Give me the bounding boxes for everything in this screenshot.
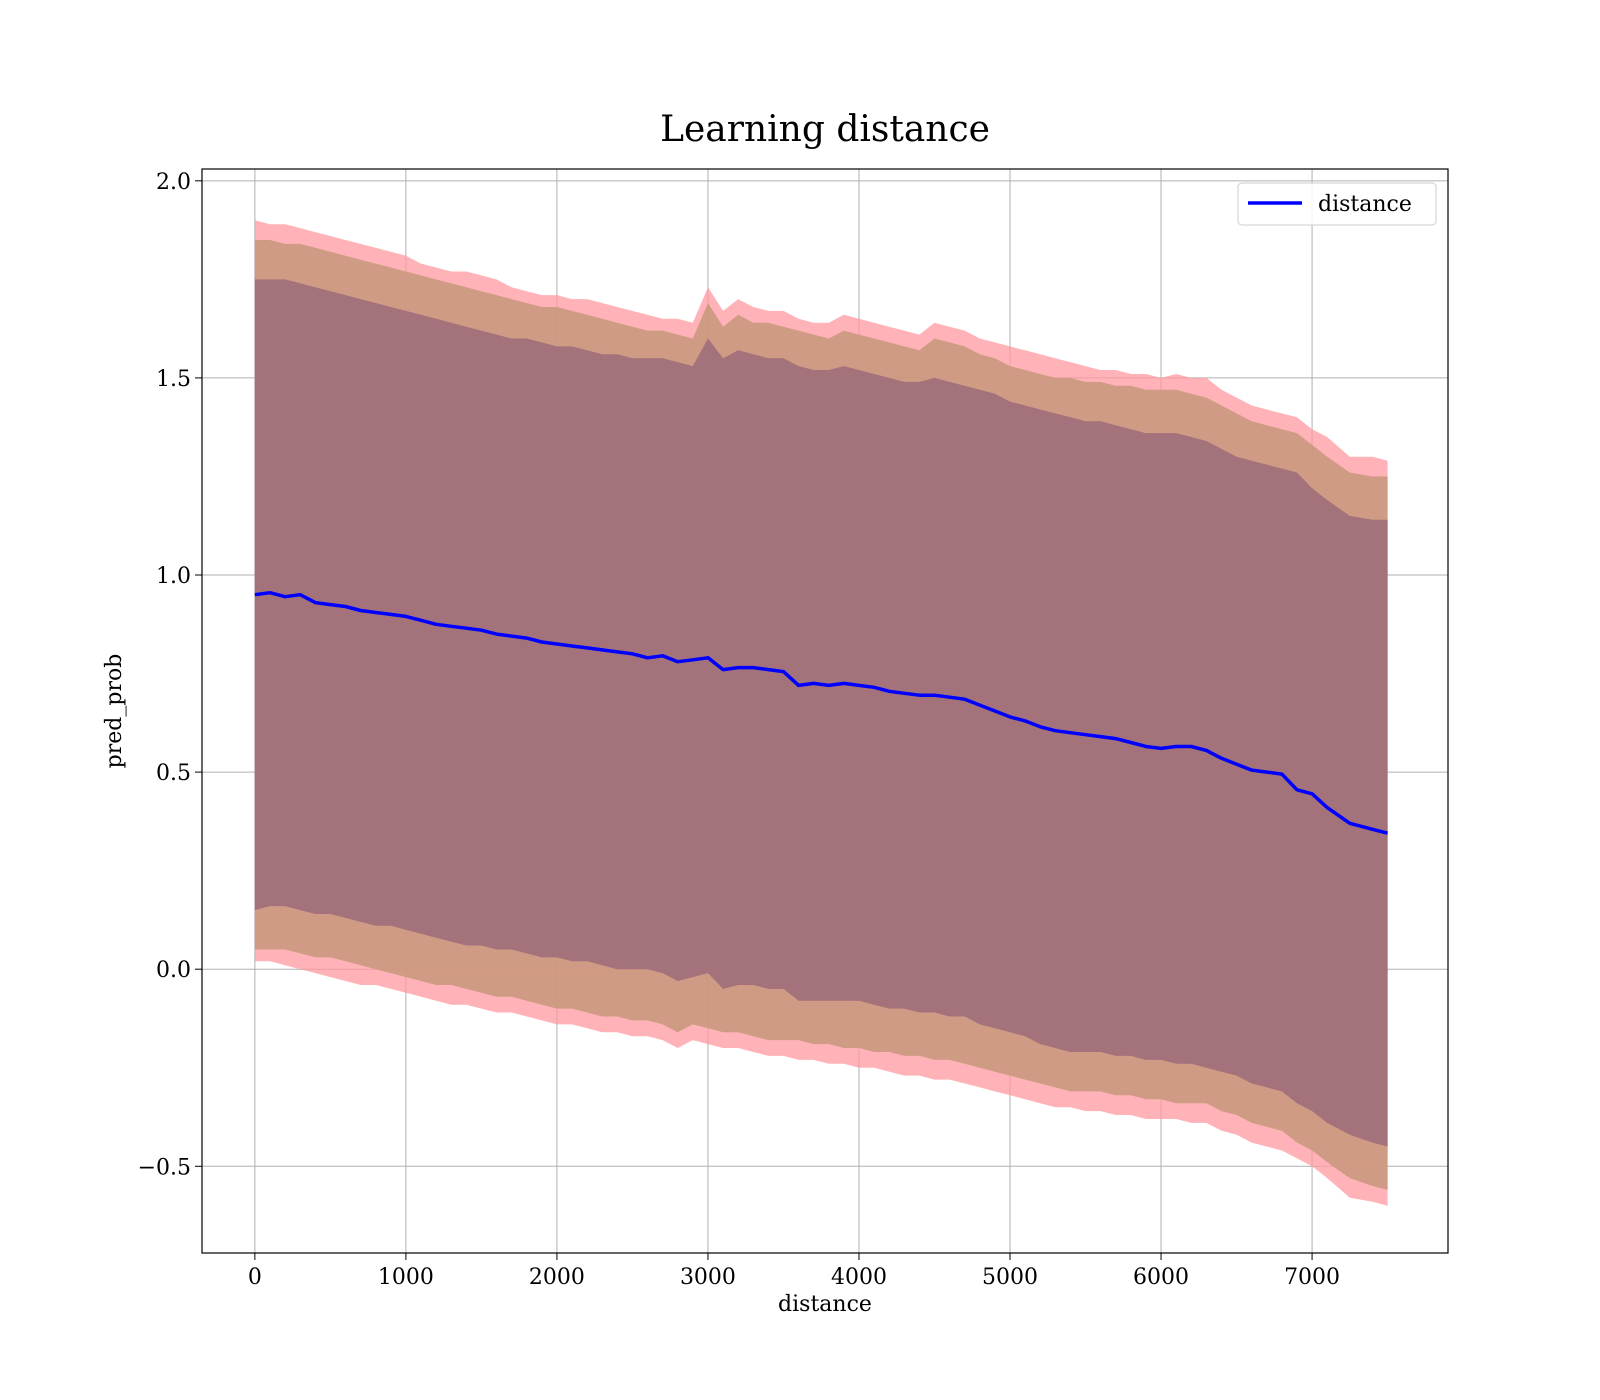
y-axis-label: pred_prob — [102, 654, 127, 769]
band-inner — [254, 279, 1388, 1147]
x-tick-label: 4000 — [831, 1265, 887, 1290]
legend: distance — [1237, 182, 1437, 226]
plot-frame — [201, 168, 1449, 1254]
x-tick-label: 2000 — [529, 1265, 585, 1290]
axis-ticks: 0 1000 2000 3000 4000 5000 6000 7000 −0.5 0.0 0.5 1… — [138, 170, 1340, 1290]
legend-box — [1237, 182, 1437, 226]
x-tick-label: 7000 — [1284, 1265, 1340, 1290]
x-tick-label: 3000 — [680, 1265, 736, 1290]
y-tick-label: 1.0 — [156, 564, 191, 589]
series-line-distance — [254, 590, 1389, 835]
x-tick-label: 0 — [248, 1265, 262, 1290]
x-tick-label: 6000 — [1133, 1265, 1189, 1290]
y-tick-label: 2.0 — [156, 170, 191, 195]
x-axis-label: distance — [778, 1292, 872, 1317]
x-tick-label: 5000 — [982, 1265, 1038, 1290]
chart-title: Learning distance — [660, 109, 990, 150]
x-tick-label: 1000 — [378, 1265, 434, 1290]
series-lines — [254, 590, 1389, 835]
y-tick-label: 0.5 — [156, 761, 191, 786]
y-tick-label: 1.5 — [156, 367, 191, 392]
y-tick-label: 0.0 — [156, 958, 191, 983]
confidence-bands — [254, 220, 1388, 1206]
y-tick-label: −0.5 — [138, 1155, 191, 1180]
legend-label-distance: distance — [1318, 192, 1412, 217]
